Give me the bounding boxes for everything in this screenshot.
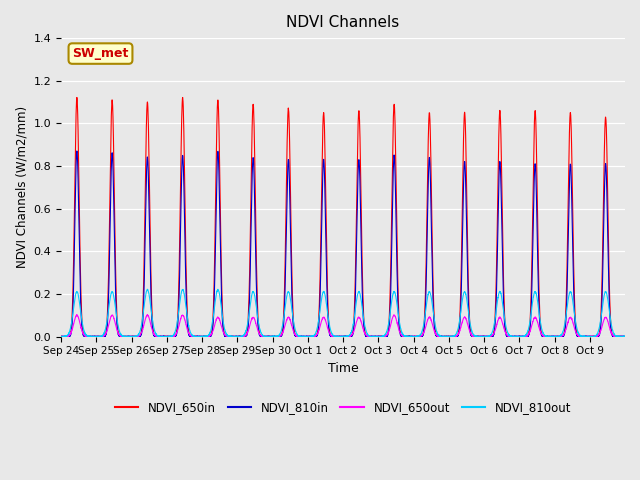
Line: NDVI_650out: NDVI_650out <box>61 315 625 336</box>
NDVI_650in <box>323 233 330 239</box>
NDVI_810out <box>386 313 394 319</box>
NDVI_810out <box>488 332 495 337</box>
NDVI_810out <box>77 308 84 314</box>
NDVI_810in <box>621 334 629 339</box>
NDVI_810out <box>323 300 330 305</box>
NDVI_650out <box>323 320 330 325</box>
NDVI_650out <box>621 334 629 339</box>
Title: NDVI Channels: NDVI Channels <box>286 15 399 30</box>
NDVI_650in <box>386 300 394 305</box>
NDVI_810in <box>73 148 81 154</box>
NDVI_650out <box>386 325 394 331</box>
NDVI_810in <box>274 334 282 339</box>
Y-axis label: NDVI Channels (W/m2/mm): NDVI Channels (W/m2/mm) <box>15 106 28 268</box>
NDVI_810in <box>77 306 84 312</box>
NDVI_650in <box>77 289 84 295</box>
NDVI_810out <box>274 333 282 339</box>
NDVI_810in <box>58 334 65 339</box>
NDVI_810out <box>401 333 409 339</box>
Legend: NDVI_650in, NDVI_810in, NDVI_650out, NDVI_810out: NDVI_650in, NDVI_810in, NDVI_650out, NDV… <box>110 396 576 419</box>
NDVI_810out <box>57 334 65 339</box>
NDVI_650out <box>143 312 151 318</box>
NDVI_810in <box>323 262 330 268</box>
NDVI_650in <box>401 333 409 339</box>
X-axis label: Time: Time <box>328 362 358 375</box>
Line: NDVI_810in: NDVI_810in <box>61 151 625 336</box>
NDVI_650out <box>57 334 65 339</box>
NDVI_810in <box>488 334 495 339</box>
NDVI_650in <box>274 334 282 339</box>
NDVI_810out <box>621 334 629 339</box>
NDVI_810out <box>143 287 151 292</box>
NDVI_650out <box>274 334 282 339</box>
NDVI_650in <box>621 334 629 339</box>
NDVI_650out <box>488 333 495 339</box>
NDVI_810in <box>386 313 394 319</box>
NDVI_650in <box>57 334 65 339</box>
NDVI_650out <box>77 323 84 329</box>
Text: SW_met: SW_met <box>72 47 129 60</box>
NDVI_650in <box>488 334 495 339</box>
Line: NDVI_650in: NDVI_650in <box>61 97 625 336</box>
Line: NDVI_810out: NDVI_810out <box>61 289 625 336</box>
NDVI_810in <box>57 334 65 339</box>
NDVI_650in <box>73 95 81 100</box>
NDVI_810in <box>401 334 409 339</box>
NDVI_650in <box>58 334 65 339</box>
NDVI_650out <box>401 333 409 339</box>
